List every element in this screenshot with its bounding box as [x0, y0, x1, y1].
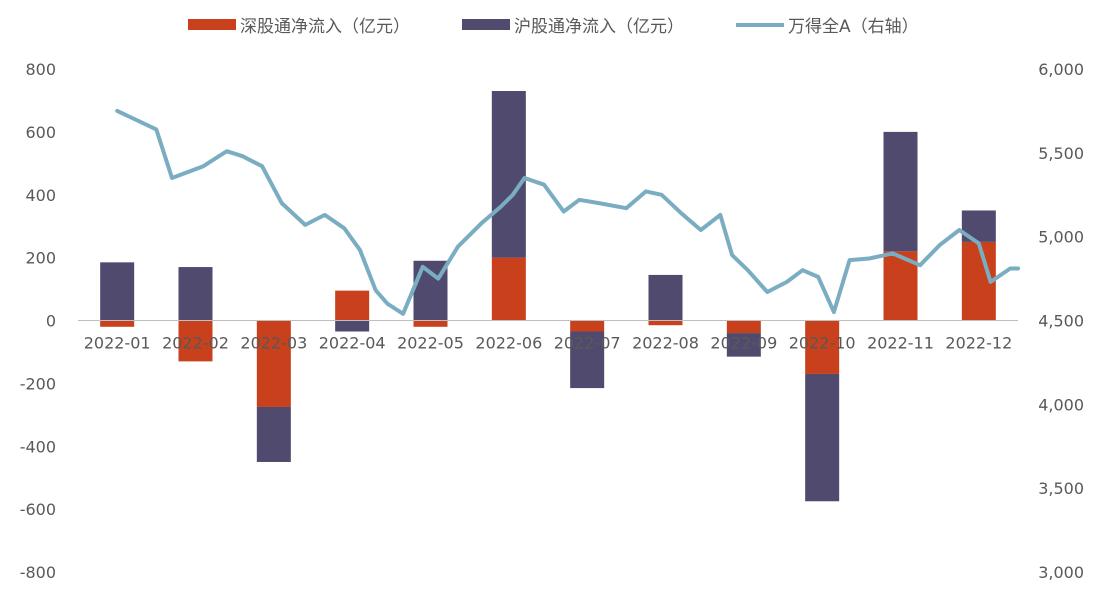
left-tick-label: 200 [25, 249, 56, 268]
legend-label-sh: 沪股通净流入（亿元） [514, 17, 684, 37]
legend-item-sz: 深股通净流入（亿元） [188, 17, 410, 37]
bar-sz [805, 320, 840, 374]
x-tick-label: 2022-08 [632, 334, 699, 353]
right-tick-label: 5,000 [1038, 228, 1084, 247]
bar-sh [178, 267, 213, 321]
x-tick-label: 2022-06 [475, 334, 542, 353]
bar-sh [100, 262, 135, 321]
left-tick-label: -400 [20, 437, 56, 456]
left-tick-label: -600 [20, 500, 56, 519]
legend: 深股通净流入（亿元） 沪股通净流入（亿元） 万得全A（右轴） [188, 17, 919, 37]
right-axis-ticks: 6,000 5,500 5,000 4,500 4,000 3,500 3,000 [1038, 60, 1084, 582]
legend-label-sz: 深股通净流入（亿元） [240, 17, 410, 37]
right-tick-label: 3,500 [1038, 479, 1084, 498]
legend-item-sh: 沪股通净流入（亿元） [462, 17, 684, 37]
line-series [115, 108, 1020, 316]
bar-sh [491, 91, 526, 258]
right-tick-label: 6,000 [1038, 60, 1084, 79]
legend-item-wind: 万得全A（右轴） [736, 17, 919, 37]
right-tick-label: 3,000 [1038, 563, 1084, 582]
left-tick-label: 600 [25, 123, 56, 142]
bar-sh [805, 373, 840, 502]
left-tick-label: 800 [25, 60, 56, 79]
bars [100, 91, 996, 502]
bar-sh [570, 331, 605, 389]
left-tick-label: -800 [20, 563, 56, 582]
left-tick-label: 400 [25, 186, 56, 205]
left-axis-ticks: 800 600 400 200 0 -200 -400 -600 -800 [20, 60, 56, 582]
bar-sz [335, 290, 370, 321]
bar-sz [178, 320, 213, 362]
x-tick-label: 2022-02 [162, 334, 229, 353]
x-tick-label: 2022-10 [789, 334, 856, 353]
right-tick-label: 4,000 [1038, 395, 1084, 414]
right-tick-label: 5,500 [1038, 144, 1084, 163]
bar-sh [883, 131, 918, 252]
bar-sh [256, 406, 291, 462]
x-tick-label: 2022-09 [710, 334, 777, 353]
bar-sz [100, 320, 135, 327]
x-tick-label: 2022-07 [554, 334, 621, 353]
bar-sz [413, 320, 448, 327]
wind-a-line [115, 108, 1020, 316]
x-tick-label: 2022-03 [240, 334, 307, 353]
bar-sz [256, 320, 291, 407]
bar-sz [726, 320, 761, 334]
x-tick-label: 2022-11 [867, 334, 934, 353]
bar-sz [570, 320, 605, 332]
x-tick-label: 2022-05 [397, 334, 464, 353]
left-tick-label: 0 [46, 312, 56, 331]
x-tick-label: 2022-01 [84, 334, 151, 353]
bar-sz [491, 257, 526, 321]
bar-sh [726, 333, 761, 357]
bar-sh [335, 320, 370, 332]
bar-sz [648, 320, 683, 326]
x-axis-ticks: 2022-01 2022-02 2022-03 2022-04 2022-05 2022-… [84, 334, 1013, 353]
legend-swatch-sh [462, 19, 510, 30]
bar-sh [648, 274, 683, 321]
legend-swatch-sz [188, 19, 236, 30]
x-tick-label: 2022-04 [319, 334, 386, 353]
legend-label-wind: 万得全A（右轴） [788, 17, 919, 37]
left-tick-label: -200 [20, 374, 56, 393]
x-tick-label: 2022-12 [945, 334, 1012, 353]
right-tick-label: 4,500 [1038, 312, 1084, 331]
